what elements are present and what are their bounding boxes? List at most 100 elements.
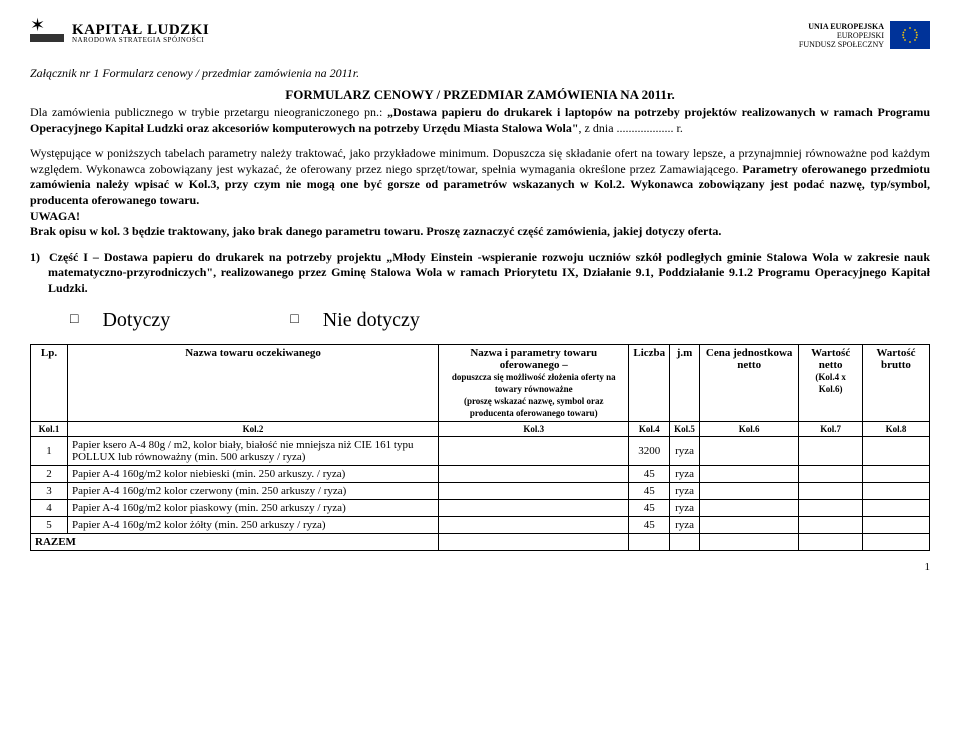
logo-eu: UNIA EUROPEJSKA EUROPEJSKI FUNDUSZ SPOŁE…: [799, 21, 930, 49]
option-nie-dotyczy[interactable]: □ Nie dotyczy: [290, 309, 420, 332]
cell-net-value[interactable]: [799, 482, 863, 499]
cell-unit-price[interactable]: [699, 499, 798, 516]
cell-net-value[interactable]: [799, 499, 863, 516]
table-row: 3Papier A-4 160g/m2 kolor czerwony (min.…: [31, 482, 930, 499]
cell-unit-price[interactable]: [699, 482, 798, 499]
kl-star-icon: ✶: [30, 18, 64, 52]
cell-gross-value[interactable]: [862, 516, 929, 533]
page-number: 1: [30, 561, 930, 573]
cell-net-value[interactable]: [799, 436, 863, 465]
th-unit-price: Cena jednostkowa netto: [699, 344, 798, 421]
cell-offered[interactable]: [439, 465, 629, 482]
table-col-labels-row: Kol.1 Kol.2 Kol.3 Kol.4 Kol.5 Kol.6 Kol.…: [31, 421, 930, 436]
th-net-value-sub: (Kol.4 x Kol.6): [815, 372, 846, 394]
cell-empty: [629, 533, 670, 550]
section1-num: 1): [30, 250, 44, 264]
para1-part1: Dla zamówienia publicznego w trybie prze…: [30, 105, 387, 119]
cell-unit-price[interactable]: [699, 465, 798, 482]
para2-bold2: Brak opisu w kol. 3 będzie traktowany, j…: [30, 224, 721, 238]
cell-gross-value[interactable]: [862, 499, 929, 516]
cell-desc: Papier A-4 160g/m2 kolor czerwony (min. …: [68, 482, 439, 499]
th-qty: Liczba: [629, 344, 670, 421]
th-name-expected: Nazwa towaru oczekiwanego: [68, 344, 439, 421]
eu-line3: FUNDUSZ SPOŁECZNY: [799, 40, 884, 49]
cell-unit: ryza: [670, 482, 700, 499]
cell-empty: [699, 533, 798, 550]
cell-net-value[interactable]: [799, 516, 863, 533]
eu-line2: EUROPEJSKI: [799, 31, 884, 40]
attachment-title: Załącznik nr 1 Formularz cenowy / przedm…: [30, 66, 930, 81]
cell-unit-price[interactable]: [699, 436, 798, 465]
cell-lp: 4: [31, 499, 68, 516]
cell-desc: Papier A-4 160g/m2 kolor niebieski (min.…: [68, 465, 439, 482]
cell-desc: Papier A-4 160g/m2 kolor piaskowy (min. …: [68, 499, 439, 516]
checkbox-icon[interactable]: □: [70, 312, 78, 328]
col-label-5: Kol.5: [670, 421, 700, 436]
kl-subtitle: NARODOWA STRATEGIA SPÓJNOŚCI: [72, 35, 209, 45]
section1-lead: Część I – Dostawa papieru do drukarek na…: [49, 250, 386, 264]
th-name-offered: Nazwa i parametry towaru oferowanego – d…: [439, 344, 629, 421]
uwaga-label: UWAGA!: [30, 209, 80, 223]
header-logos: ✶ KAPITAŁ LUDZKI NARODOWA STRATEGIA SPÓJ…: [30, 18, 930, 52]
kl-title: KAPITAŁ LUDZKI: [72, 25, 209, 35]
col-label-1: Kol.1: [31, 421, 68, 436]
table-row: 1Papier ksero A-4 80g / m2, kolor biały,…: [31, 436, 930, 465]
cell-desc: Papier ksero A-4 80g / m2, kolor biały, …: [68, 436, 439, 465]
cell-qty: 45: [629, 516, 670, 533]
cell-unit-price[interactable]: [699, 516, 798, 533]
col-label-7: Kol.7: [799, 421, 863, 436]
cell-gross-value[interactable]: [862, 465, 929, 482]
logo-kapital-ludzki: ✶ KAPITAŁ LUDZKI NARODOWA STRATEGIA SPÓJ…: [30, 18, 209, 52]
cell-qty: 3200: [629, 436, 670, 465]
cell-lp: 3: [31, 482, 68, 499]
cell-gross-value[interactable]: [862, 482, 929, 499]
cell-offered[interactable]: [439, 482, 629, 499]
cell-gross-value[interactable]: [862, 436, 929, 465]
option-no-label: Nie dotyczy: [323, 309, 420, 332]
cell-unit: ryza: [670, 465, 700, 482]
cell-qty: 45: [629, 482, 670, 499]
price-table: Lp. Nazwa towaru oczekiwanego Nazwa i pa…: [30, 344, 930, 551]
section-part1: 1) Część I – Dostawa papieru do drukarek…: [48, 250, 930, 297]
cell-offered[interactable]: [439, 516, 629, 533]
th-lp: Lp.: [31, 344, 68, 421]
table-header-row: Lp. Nazwa towaru oczekiwanego Nazwa i pa…: [31, 344, 930, 421]
table-row-razem: RAZEM: [31, 533, 930, 550]
col-label-3: Kol.3: [439, 421, 629, 436]
cell-qty: 45: [629, 465, 670, 482]
cell-empty: [670, 533, 700, 550]
th-net-value-main: Wartość netto: [811, 347, 850, 371]
cell-desc: Papier A-4 160g/m2 kolor żółty (min. 250…: [68, 516, 439, 533]
para1-part2: , z dnia ................... r.: [579, 121, 683, 135]
th-name-offered-main: Nazwa i parametry towaru oferowanego –: [470, 347, 597, 371]
th-unit: j.m: [670, 344, 700, 421]
checkbox-icon[interactable]: □: [290, 312, 298, 328]
option-dotyczy[interactable]: □ Dotyczy: [70, 309, 170, 332]
col-label-8: Kol.8: [862, 421, 929, 436]
check-row: □ Dotyczy □ Nie dotyczy: [70, 309, 930, 332]
table-row: 2Papier A-4 160g/m2 kolor niebieski (min…: [31, 465, 930, 482]
table-row: 4Papier A-4 160g/m2 kolor piaskowy (min.…: [31, 499, 930, 516]
cell-razem-net[interactable]: [799, 533, 863, 550]
th-name-offered-sub2: (proszę wskazać nazwę, symbol oraz produ…: [464, 396, 604, 418]
cell-qty: 45: [629, 499, 670, 516]
col-label-2: Kol.2: [68, 421, 439, 436]
col-label-6: Kol.6: [699, 421, 798, 436]
eu-line1: UNIA EUROPEJSKA: [799, 22, 884, 31]
paragraph-rules: Występujące w poniższych tabelach parame…: [30, 146, 930, 240]
paragraph-intro: Dla zamówienia publicznego w trybie prze…: [30, 105, 930, 136]
th-net-value: Wartość netto (Kol.4 x Kol.6): [799, 344, 863, 421]
th-name-offered-sub1: dopuszcza się możliwość złożenia oferty …: [452, 372, 616, 394]
table-row: 5Papier A-4 160g/m2 kolor żółty (min. 25…: [31, 516, 930, 533]
cell-razem-gross[interactable]: [862, 533, 929, 550]
cell-offered[interactable]: [439, 499, 629, 516]
eu-flag-icon: [890, 21, 930, 49]
cell-offered[interactable]: [439, 436, 629, 465]
col-label-4: Kol.4: [629, 421, 670, 436]
cell-net-value[interactable]: [799, 465, 863, 482]
cell-unit: ryza: [670, 499, 700, 516]
cell-lp: 2: [31, 465, 68, 482]
form-title: FORMULARZ CENOWY / PRZEDMIAR ZAMÓWIENIA …: [30, 87, 930, 103]
option-yes-label: Dotyczy: [102, 309, 170, 332]
cell-razem-label: RAZEM: [31, 533, 439, 550]
